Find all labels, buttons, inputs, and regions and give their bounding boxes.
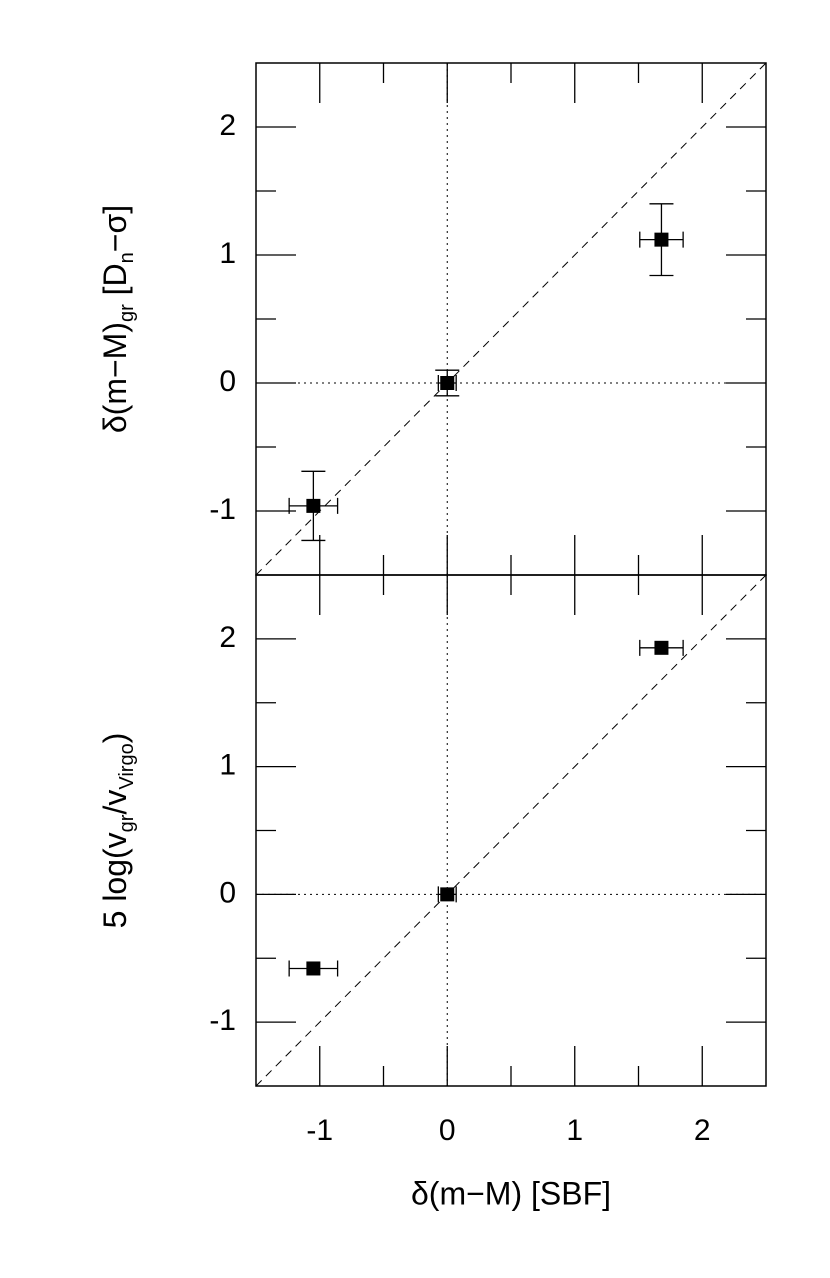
y-tick-label: -1 <box>209 1004 236 1037</box>
y-axis-label-part: 5 log(v <box>97 832 133 928</box>
plot-frame <box>255 574 767 1087</box>
y-tick-label: 2 <box>219 109 236 142</box>
data-point <box>306 498 321 513</box>
y-axis-label-part: δ(m−M) <box>97 322 133 433</box>
data-point <box>654 232 669 247</box>
y-axis-label-part: −σ] <box>97 205 133 252</box>
y-tick-label: 0 <box>219 876 236 909</box>
y-tick-label: 1 <box>219 749 236 782</box>
y-axis-label: 5 log(vgr/vVirgo) <box>97 733 138 929</box>
y-axis-label: δ(m−M)gr [Dn−σ] <box>97 205 138 433</box>
data-point <box>654 640 669 655</box>
data-point <box>440 887 455 902</box>
data-point <box>440 376 455 390</box>
x-tick-label: 2 <box>694 1114 711 1147</box>
y-axis-label-part: Virgo <box>116 743 138 789</box>
y-axis-label-part: gr <box>116 304 138 322</box>
y-tick-label: -1 <box>209 493 236 526</box>
y-tick-label: 1 <box>219 237 236 270</box>
y-axis-label-part: n <box>116 252 138 263</box>
y-axis-label-part: /v <box>97 790 133 815</box>
x-tick-label: -1 <box>306 1114 333 1147</box>
identity-line <box>255 574 767 1087</box>
y-axis-label-part: ) <box>97 733 133 744</box>
data-point <box>306 961 321 976</box>
x-axis-label: δ(m−M) [SBF] <box>411 1175 611 1211</box>
y-tick-label: 0 <box>219 365 236 398</box>
y-axis-label-part: [D <box>97 263 133 304</box>
y-axis-label-part: gr <box>116 814 138 832</box>
x-tick-label: 0 <box>439 1114 456 1147</box>
y-tick-label: 2 <box>219 621 236 654</box>
x-tick-label: 1 <box>566 1114 583 1147</box>
identity-line <box>255 62 767 576</box>
